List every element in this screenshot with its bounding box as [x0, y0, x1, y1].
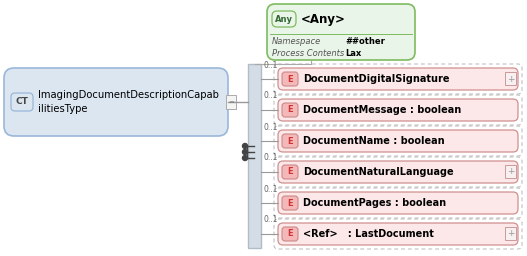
FancyBboxPatch shape: [11, 93, 33, 111]
FancyBboxPatch shape: [274, 126, 522, 156]
FancyBboxPatch shape: [274, 95, 522, 125]
Text: DocumentPages : boolean: DocumentPages : boolean: [303, 198, 446, 208]
Text: <Ref>   : LastDocument: <Ref> : LastDocument: [303, 229, 434, 239]
FancyBboxPatch shape: [278, 68, 518, 90]
Text: <Any>: <Any>: [301, 13, 346, 26]
Text: Lax: Lax: [345, 49, 361, 59]
FancyBboxPatch shape: [282, 103, 298, 117]
Circle shape: [242, 155, 248, 161]
Text: =: =: [228, 99, 234, 105]
FancyBboxPatch shape: [282, 72, 298, 86]
Text: +: +: [507, 167, 514, 176]
FancyBboxPatch shape: [274, 157, 522, 187]
Bar: [505, 165, 516, 178]
Circle shape: [242, 150, 248, 155]
FancyBboxPatch shape: [274, 64, 522, 94]
Text: Namespace: Namespace: [272, 37, 321, 47]
Text: ##other: ##other: [345, 37, 385, 47]
Text: Any: Any: [275, 15, 293, 24]
Text: E: E: [287, 229, 293, 239]
FancyBboxPatch shape: [278, 223, 518, 245]
FancyBboxPatch shape: [278, 99, 518, 121]
FancyBboxPatch shape: [278, 192, 518, 214]
FancyBboxPatch shape: [278, 161, 518, 183]
Bar: [226, 95, 236, 109]
Circle shape: [242, 144, 248, 148]
Text: E: E: [287, 198, 293, 208]
Text: E: E: [287, 167, 293, 176]
FancyBboxPatch shape: [4, 68, 228, 136]
FancyBboxPatch shape: [282, 227, 298, 241]
FancyBboxPatch shape: [282, 165, 298, 179]
FancyBboxPatch shape: [274, 219, 522, 249]
Text: Process Contents: Process Contents: [272, 49, 344, 59]
Text: 0..1: 0..1: [263, 91, 277, 101]
Text: 0..1: 0..1: [263, 154, 277, 163]
Text: E: E: [287, 136, 293, 145]
Bar: [248, 64, 261, 248]
Text: 0..1: 0..1: [263, 185, 277, 194]
Text: DocumentMessage : boolean: DocumentMessage : boolean: [303, 105, 461, 115]
Text: DocumentNaturalLanguage: DocumentNaturalLanguage: [303, 167, 454, 177]
FancyBboxPatch shape: [278, 130, 518, 152]
FancyBboxPatch shape: [282, 134, 298, 148]
FancyBboxPatch shape: [272, 11, 296, 27]
Bar: [505, 72, 516, 85]
FancyBboxPatch shape: [282, 196, 298, 210]
Text: ImagingDocumentDescriptionCapab: ImagingDocumentDescriptionCapab: [38, 90, 219, 100]
FancyBboxPatch shape: [274, 188, 522, 218]
Text: E: E: [287, 74, 293, 83]
Text: DocumentName : boolean: DocumentName : boolean: [303, 136, 445, 146]
Bar: [505, 227, 516, 240]
Text: 0..1: 0..1: [263, 60, 277, 69]
Text: DocumentDigitalSignature: DocumentDigitalSignature: [303, 74, 450, 84]
Text: 0..1: 0..1: [263, 216, 277, 225]
Text: +: +: [507, 74, 514, 83]
FancyBboxPatch shape: [267, 4, 415, 60]
Text: E: E: [287, 105, 293, 114]
Text: 0..1: 0..1: [263, 123, 277, 132]
Text: CT: CT: [16, 98, 28, 106]
Text: +: +: [507, 229, 514, 239]
Text: ilitiesType: ilitiesType: [38, 104, 87, 114]
